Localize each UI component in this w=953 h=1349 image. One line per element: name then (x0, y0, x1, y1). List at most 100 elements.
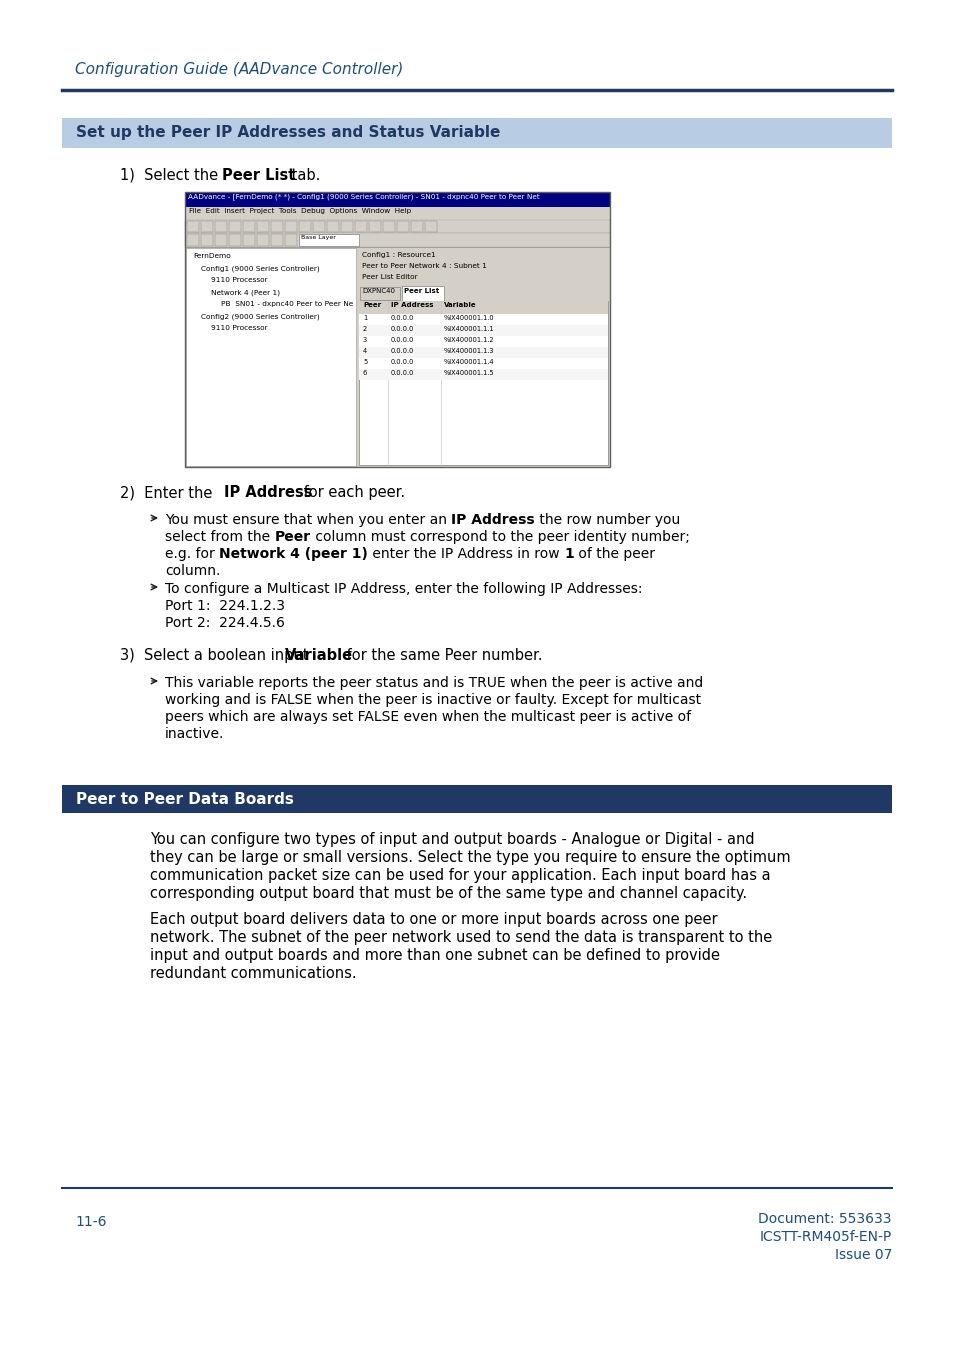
Text: Document: 553633: Document: 553633 (758, 1211, 891, 1226)
Bar (298, 233, 358, 246)
Text: 2: 2 (363, 326, 367, 332)
Text: 0.0.0.0: 0.0.0.0 (391, 326, 414, 332)
Text: Port 2:  224.4.5.6: Port 2: 224.4.5.6 (165, 616, 285, 630)
Bar (243, 221, 254, 232)
Text: network. The subnet of the peer network used to send the data is transparent to : network. The subnet of the peer network … (150, 929, 771, 946)
Text: Config1 (9000 Series Controller): Config1 (9000 Series Controller) (201, 264, 319, 271)
Text: tab.: tab. (287, 169, 320, 183)
Text: Network 4 (Peer 1): Network 4 (Peer 1) (211, 289, 280, 295)
Text: %IX400001.1.2: %IX400001.1.2 (443, 337, 494, 343)
Text: ICSTT-RM405f-EN-P: ICSTT-RM405f-EN-P (759, 1230, 891, 1244)
Bar (201, 233, 213, 246)
Text: IP Address: IP Address (391, 302, 433, 308)
Bar (256, 221, 269, 232)
Text: Variable: Variable (443, 302, 476, 308)
Text: %IX400001.1.4: %IX400001.1.4 (443, 359, 494, 366)
Text: 0.0.0.0: 0.0.0.0 (391, 316, 414, 321)
Bar (313, 221, 325, 232)
Text: 6: 6 (363, 370, 367, 376)
Bar (285, 221, 296, 232)
Text: Port 1:  224.1.2.3: Port 1: 224.1.2.3 (165, 599, 285, 612)
Text: Peer to Peer Data Boards: Peer to Peer Data Boards (76, 792, 294, 807)
Bar (186, 248, 355, 465)
Bar (358, 357, 607, 370)
Text: they can be large or small versions. Select the type you require to ensure the o: they can be large or small versions. Sel… (150, 850, 790, 865)
Bar (187, 221, 199, 232)
Text: Variable: Variable (285, 648, 353, 662)
Text: Peer List: Peer List (403, 287, 438, 294)
Bar (298, 221, 311, 232)
Text: Peer List: Peer List (222, 169, 295, 183)
Bar (358, 314, 607, 325)
Bar (271, 221, 283, 232)
Text: %IX400001.1.0: %IX400001.1.0 (443, 316, 494, 321)
Bar (229, 233, 241, 246)
Text: To configure a Multicast IP Address, enter the following IP Addresses:: To configure a Multicast IP Address, ent… (165, 581, 641, 596)
Text: select from the: select from the (165, 530, 274, 544)
Bar (424, 221, 436, 232)
Text: Config1 : Resource1: Config1 : Resource1 (361, 252, 436, 258)
Bar (285, 233, 296, 246)
Text: for each peer.: for each peer. (298, 486, 405, 500)
Text: FernDemo: FernDemo (193, 254, 231, 259)
Bar (401, 286, 443, 301)
Bar (382, 221, 395, 232)
Bar (62, 785, 891, 813)
Text: the row number you: the row number you (535, 513, 679, 527)
Text: Each output board delivers data to one or more input boards across one peer: Each output board delivers data to one o… (150, 912, 717, 927)
Text: Peer to Peer Network 4 : Subnet 1: Peer to Peer Network 4 : Subnet 1 (361, 263, 486, 268)
Bar (187, 233, 199, 246)
Text: 0.0.0.0: 0.0.0.0 (391, 348, 414, 353)
Bar (358, 301, 607, 465)
Text: 0.0.0.0: 0.0.0.0 (391, 337, 414, 343)
Text: IP Address: IP Address (224, 486, 313, 500)
Text: redundant communications.: redundant communications. (150, 966, 356, 981)
Text: %IX400001.1.1: %IX400001.1.1 (443, 326, 494, 332)
Text: You can configure two types of input and output boards - Analogue or Digital - a: You can configure two types of input and… (150, 832, 754, 847)
Bar (327, 221, 338, 232)
Text: %IX400001.1.3: %IX400001.1.3 (443, 348, 494, 353)
Text: e.g. for: e.g. for (165, 546, 219, 561)
Text: AADvance - [FernDemo (* *) - Config1 (9000 Series Controller) - SN01 - dxpnc40 P: AADvance - [FernDemo (* *) - Config1 (90… (188, 193, 539, 200)
Bar (411, 221, 422, 232)
Text: column.: column. (165, 564, 220, 577)
Text: Base Layer: Base Layer (301, 235, 335, 240)
Text: 1)  Select the: 1) Select the (120, 169, 222, 183)
Text: 0.0.0.0: 0.0.0.0 (391, 359, 414, 366)
Bar (359, 287, 399, 299)
Text: You must ensure that when you enter an: You must ensure that when you enter an (165, 513, 451, 527)
Bar (369, 221, 380, 232)
Text: 2)  Enter the: 2) Enter the (120, 486, 216, 500)
Text: communication packet size can be used for your application. Each input board has: communication packet size can be used fo… (150, 867, 770, 884)
Text: for the same Peer number.: for the same Peer number. (341, 648, 542, 662)
Bar (185, 192, 609, 467)
Bar (340, 221, 353, 232)
Bar (185, 192, 609, 206)
Text: File  Edit  Insert  Project  Tools  Debug  Options  Window  Help: File Edit Insert Project Tools Debug Opt… (189, 208, 411, 214)
Bar (62, 117, 891, 148)
Text: working and is FALSE when the peer is inactive or faulty. Except for multicast: working and is FALSE when the peer is in… (165, 693, 700, 707)
Text: Issue 07: Issue 07 (834, 1248, 891, 1263)
Bar (214, 221, 227, 232)
Text: IP Address: IP Address (451, 513, 535, 527)
Bar (358, 336, 607, 347)
Text: input and output boards and more than one subnet can be defined to provide: input and output boards and more than on… (150, 948, 720, 963)
Text: PB  SN01 - dxpnc40 Peer to Peer Ne: PB SN01 - dxpnc40 Peer to Peer Ne (221, 301, 353, 308)
Bar (214, 233, 227, 246)
Text: Network 4 (peer 1): Network 4 (peer 1) (219, 546, 368, 561)
Text: enter the IP Address in row: enter the IP Address in row (368, 546, 563, 561)
Text: 3: 3 (363, 337, 367, 343)
Text: Set up the Peer IP Addresses and Status Variable: Set up the Peer IP Addresses and Status … (76, 125, 500, 140)
Text: inactive.: inactive. (165, 727, 224, 741)
Text: %IX400001.1.5: %IX400001.1.5 (443, 370, 494, 376)
Text: Peer List Editor: Peer List Editor (361, 274, 417, 281)
Text: 11-6: 11-6 (75, 1215, 107, 1229)
Text: 9110 Processor: 9110 Processor (211, 325, 268, 331)
Text: of the peer: of the peer (573, 546, 654, 561)
Bar (256, 233, 269, 246)
Bar (185, 220, 609, 233)
Bar (358, 347, 607, 357)
Text: DXPNC40: DXPNC40 (361, 287, 395, 294)
Text: Configuration Guide (AADvance Controller): Configuration Guide (AADvance Controller… (75, 62, 403, 77)
Text: 3)  Select a boolean input: 3) Select a boolean input (120, 648, 313, 662)
